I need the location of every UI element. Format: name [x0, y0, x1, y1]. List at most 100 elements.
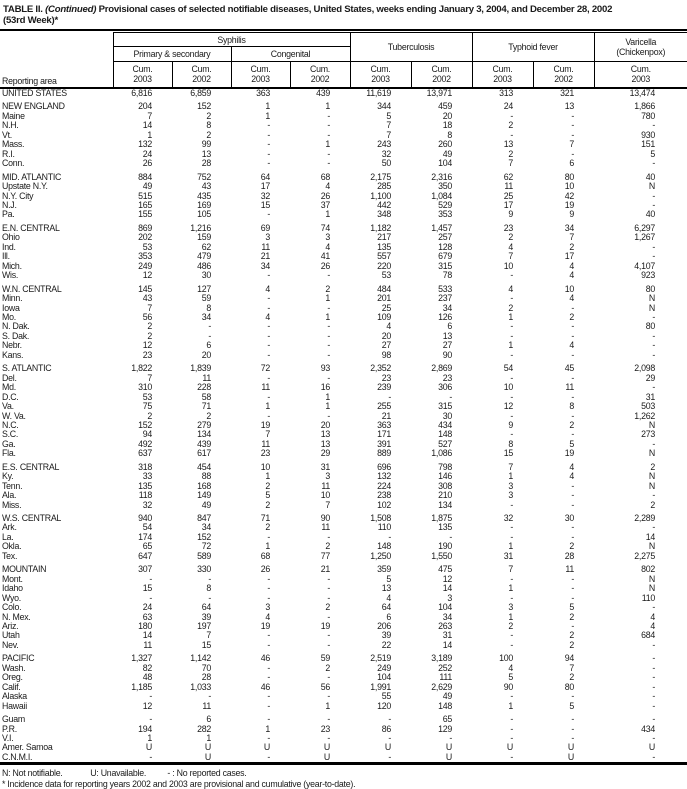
value-cell: 1 — [265, 101, 270, 112]
value-cell: - — [208, 592, 211, 603]
table-row: R.I. 24 13 - - 32 49 2 - 5 — [0, 148, 687, 159]
value-cell: - — [267, 630, 270, 641]
value-cell: 930 — [641, 129, 656, 140]
reporting-area-cell: Colo. — [2, 602, 22, 613]
table-body: UNITED STATES 6,816 6,859 363 439 11,619 13,97… — [0, 88, 687, 766]
value-cell: 126 — [438, 311, 453, 322]
value-cell: - — [327, 372, 330, 383]
value-cell: - — [327, 148, 330, 159]
value-cell: 2 — [508, 232, 514, 243]
value-cell: 58 — [201, 391, 212, 402]
value-cell: - — [652, 662, 656, 673]
table-row: Guam - 6 - - - 65 - - - — [0, 714, 687, 725]
value-cell: 20 — [320, 419, 331, 430]
reporting-area-cell: Nebr. — [2, 340, 22, 351]
value-cell: 224 — [377, 480, 391, 491]
value-cell: 2 — [508, 302, 514, 313]
value-cell: N — [648, 583, 656, 594]
reporting-area-cell: Idaho — [2, 583, 23, 594]
value-cell: 37 — [320, 199, 331, 210]
value-cell: 617 — [197, 448, 211, 459]
value-cell: 8 — [206, 120, 211, 131]
value-cell: 7 — [386, 129, 391, 140]
varicella-label-line2: (Chickenpox) — [616, 47, 666, 57]
table-row: E.N. CENTRAL 869 1,216 69 74 1,182 1,457 23 34 6,… — [0, 222, 687, 233]
table-row: Del. 7 11 - - 23 23 - - 29 — [0, 372, 687, 383]
reporting-area-cell: N. Mex. — [2, 611, 31, 622]
value-cell: N — [648, 293, 656, 304]
value-cell: - — [208, 573, 211, 584]
value-cell: 20 — [201, 349, 212, 360]
value-cell: - — [571, 714, 575, 725]
value-cell: - — [571, 592, 575, 603]
value-cell: - — [652, 522, 656, 533]
value-cell: 16 — [320, 382, 331, 393]
value-cell: 285 — [377, 181, 391, 192]
value-cell: 135 — [138, 480, 152, 491]
reporting-area-cell: NEW ENGLAND — [2, 101, 65, 112]
value-cell: - — [327, 672, 330, 683]
value-cell: - — [472, 752, 534, 766]
value-cell: 1,033 — [190, 681, 211, 692]
value-cell: 1,142 — [190, 653, 211, 664]
value-cell: 257 — [438, 232, 453, 243]
value-cell: 120 — [377, 700, 391, 711]
value-cell: 11 — [261, 382, 270, 393]
value-cell: - — [350, 752, 411, 766]
table-header: Syphilis Tuberculosis Typhoid fever Vari… — [0, 32, 687, 89]
value-cell: 56 — [142, 311, 153, 322]
value-cell: 4 — [386, 321, 391, 332]
value-cell: 350 — [438, 181, 453, 192]
value-cell: 23 — [381, 372, 392, 383]
table-row: C.N.M.I. - U - U - U - U - — [0, 752, 687, 766]
reporting-area-cell: N.C. — [2, 419, 19, 430]
table-row: MOUNTAIN 307 330 26 21 359 475 7 11 802 — [0, 564, 687, 574]
value-cell: 69 — [260, 222, 271, 233]
value-cell: - — [510, 733, 514, 743]
value-cell: 10 — [503, 382, 514, 393]
value-cell: - — [510, 129, 514, 140]
value-cell: 17 — [260, 181, 271, 192]
reporting-area-cell: Vt. — [2, 129, 13, 140]
value-cell: - — [571, 531, 575, 542]
value-cell: 11 — [504, 181, 514, 192]
value-cell: 2 — [325, 602, 330, 613]
value-cell: - — [652, 251, 656, 262]
value-cell: - — [510, 429, 514, 440]
table-row: Nebr. 12 6 - - 27 27 1 4 - — [0, 340, 687, 351]
value-cell: 884 — [138, 171, 152, 182]
footnote-not-notifiable: N: Not notifiable. — [2, 768, 63, 779]
value-cell: 1 — [325, 401, 330, 412]
reporting-area-cell: Va. — [2, 401, 14, 412]
value-cell: 2 — [569, 419, 575, 430]
col-header-syphilis-cong-2003: Cum. 2003 — [230, 61, 291, 89]
value-cell: 8 — [447, 129, 453, 140]
value-cell: - — [652, 681, 656, 692]
value-cell: 12 — [142, 340, 153, 351]
value-cell: 5 — [569, 602, 575, 613]
value-cell: 2 — [147, 330, 152, 341]
reporting-area-cell: R.I. — [2, 148, 15, 159]
reporting-area-cell: N. Dak. — [2, 321, 30, 332]
value-cell: 1 — [508, 311, 514, 322]
value-cell: 71 — [260, 513, 271, 524]
value-cell: 353 — [438, 209, 453, 220]
value-cell: 53 — [142, 241, 153, 252]
value-cell: 65 — [142, 541, 153, 552]
value-cell: 27 — [381, 340, 392, 351]
value-cell: - — [571, 490, 575, 501]
value-cell: - — [149, 714, 152, 725]
table-row: Minn. 43 59 - 1 201 237 - 4 N — [0, 293, 687, 304]
value-cell: 135 — [377, 241, 391, 252]
reporting-area-cell: Okla. — [2, 541, 22, 552]
value-cell: 197 — [197, 621, 211, 632]
value-cell: - — [327, 583, 330, 594]
value-cell: 1,185 — [131, 681, 152, 692]
value-cell: 20 — [381, 330, 392, 341]
value-cell: - — [267, 531, 270, 542]
value-cell: 1 — [147, 733, 152, 743]
value-cell: 220 — [377, 260, 391, 271]
value-cell: 459 — [438, 101, 453, 112]
value-cell: - — [267, 148, 270, 159]
value-cell: 23 — [142, 349, 153, 360]
